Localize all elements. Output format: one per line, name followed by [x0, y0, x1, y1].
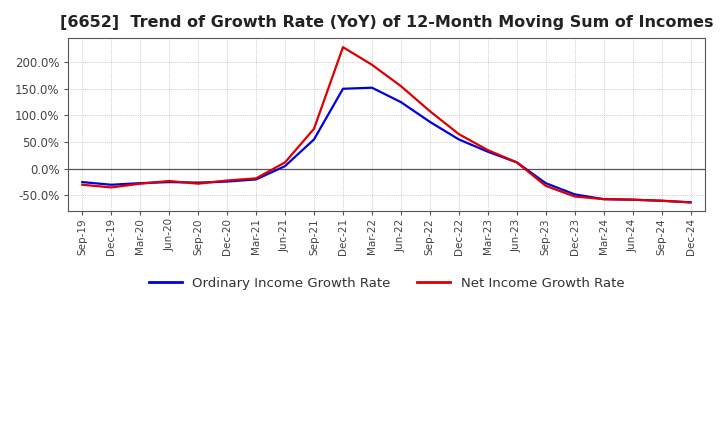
Net Income Growth Rate: [107, 185, 116, 190]
Ordinary Income Growth Rate: [570, 192, 579, 197]
Ordinary Income Growth Rate: [541, 180, 550, 186]
Ordinary Income Growth Rate: [513, 160, 521, 165]
Net Income Growth Rate: [78, 182, 86, 187]
Net Income Growth Rate: [194, 181, 202, 186]
Net Income Growth Rate: [454, 132, 463, 137]
Ordinary Income Growth Rate: [281, 163, 289, 169]
Net Income Growth Rate: [281, 160, 289, 165]
Net Income Growth Rate: [368, 62, 377, 67]
Ordinary Income Growth Rate: [165, 180, 174, 185]
Ordinary Income Growth Rate: [107, 182, 116, 187]
Net Income Growth Rate: [599, 197, 608, 202]
Ordinary Income Growth Rate: [222, 179, 231, 184]
Net Income Growth Rate: [629, 197, 637, 202]
Ordinary Income Growth Rate: [136, 180, 145, 186]
Net Income Growth Rate: [136, 181, 145, 186]
Net Income Growth Rate: [338, 44, 347, 50]
Net Income Growth Rate: [165, 178, 174, 183]
Net Income Growth Rate: [397, 84, 405, 89]
Ordinary Income Growth Rate: [397, 99, 405, 105]
Ordinary Income Growth Rate: [426, 119, 434, 125]
Net Income Growth Rate: [426, 109, 434, 114]
Ordinary Income Growth Rate: [368, 85, 377, 90]
Net Income Growth Rate: [686, 200, 695, 205]
Ordinary Income Growth Rate: [310, 137, 318, 142]
Net Income Growth Rate: [657, 198, 666, 203]
Ordinary Income Growth Rate: [78, 180, 86, 185]
Ordinary Income Growth Rate: [252, 177, 261, 182]
Ordinary Income Growth Rate: [657, 198, 666, 203]
Legend: Ordinary Income Growth Rate, Net Income Growth Rate: Ordinary Income Growth Rate, Net Income …: [143, 271, 629, 295]
Net Income Growth Rate: [252, 176, 261, 181]
Ordinary Income Growth Rate: [454, 137, 463, 142]
Net Income Growth Rate: [570, 194, 579, 199]
Net Income Growth Rate: [222, 178, 231, 183]
Ordinary Income Growth Rate: [629, 197, 637, 202]
Ordinary Income Growth Rate: [483, 149, 492, 154]
Net Income Growth Rate: [310, 126, 318, 132]
Net Income Growth Rate: [483, 147, 492, 153]
Net Income Growth Rate: [541, 183, 550, 188]
Ordinary Income Growth Rate: [599, 197, 608, 202]
Line: Net Income Growth Rate: Net Income Growth Rate: [82, 47, 690, 202]
Ordinary Income Growth Rate: [338, 86, 347, 92]
Line: Ordinary Income Growth Rate: Ordinary Income Growth Rate: [82, 88, 690, 202]
Net Income Growth Rate: [513, 160, 521, 165]
Title: [6652]  Trend of Growth Rate (YoY) of 12-Month Moving Sum of Incomes: [6652] Trend of Growth Rate (YoY) of 12-…: [60, 15, 714, 30]
Ordinary Income Growth Rate: [194, 180, 202, 185]
Ordinary Income Growth Rate: [686, 200, 695, 205]
